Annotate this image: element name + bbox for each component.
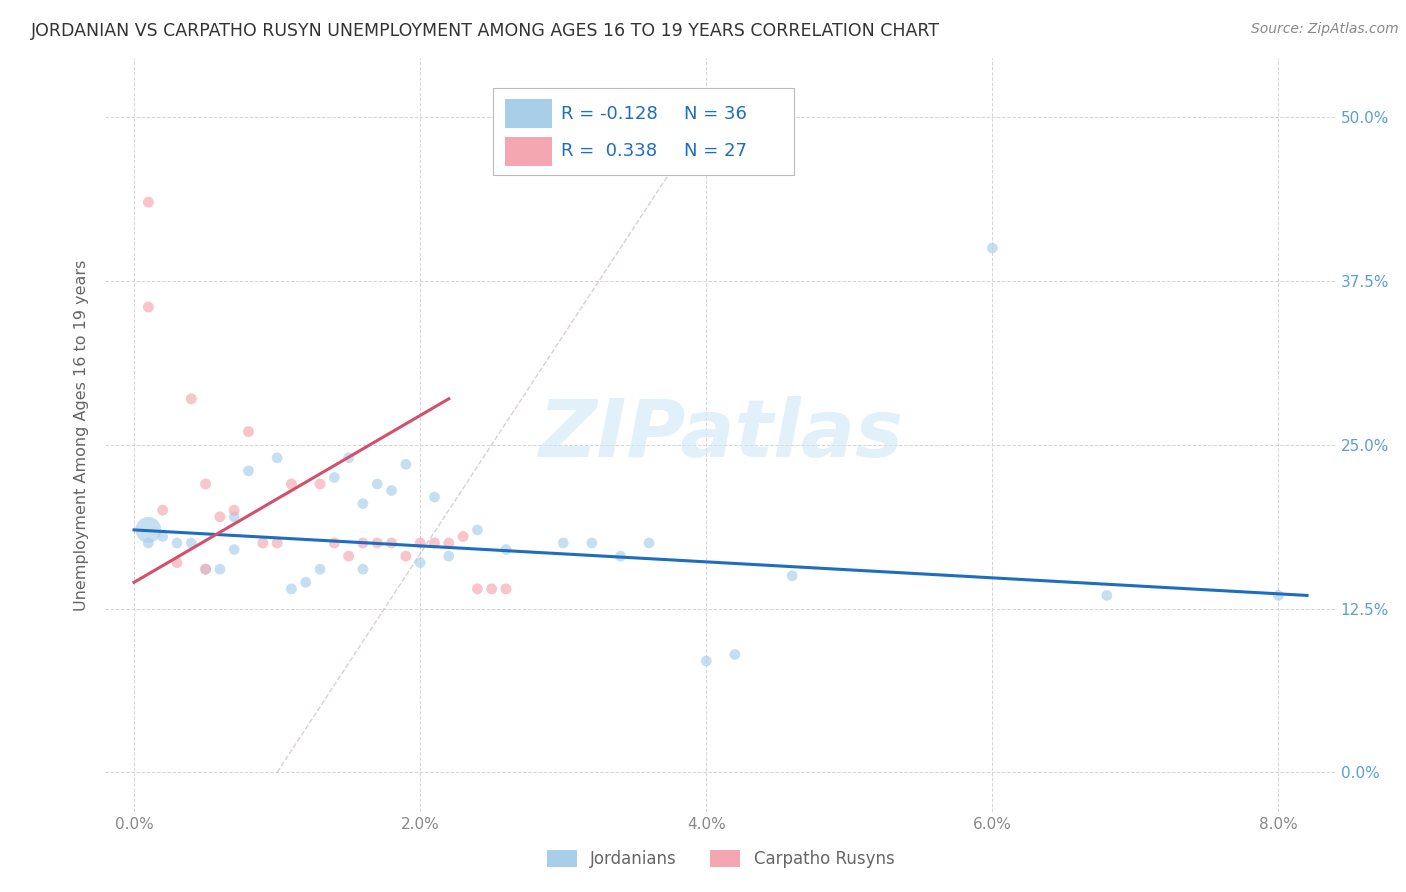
Point (352, 562, 374, 576)
Point (224, 542, 246, 557)
Point (1267, 589, 1289, 603)
Point (280, 582, 302, 596)
Point (638, 536, 661, 550)
Point (323, 470, 346, 484)
Point (366, 536, 388, 550)
Point (138, 300, 160, 314)
Text: N = 36: N = 36 (683, 104, 747, 123)
Point (380, 483, 402, 498)
Point (138, 536, 160, 550)
Point (352, 497, 374, 511)
Point (266, 536, 288, 550)
Point (138, 523, 160, 537)
Point (208, 562, 231, 576)
Text: ZIPatlas: ZIPatlas (538, 396, 903, 474)
Point (337, 450, 360, 465)
Point (437, 549, 460, 563)
Text: Source: ZipAtlas.com: Source: ZipAtlas.com (1251, 22, 1399, 37)
Point (451, 529, 474, 543)
Point (180, 392, 202, 406)
Point (481, 582, 503, 596)
FancyBboxPatch shape (494, 88, 794, 175)
Point (467, 582, 489, 596)
Text: JORDANIAN VS CARPATHO RUSYN UNEMPLOYMENT AMONG AGES 16 TO 19 YEARS CORRELATION C: JORDANIAN VS CARPATHO RUSYN UNEMPLOYMENT… (31, 22, 941, 40)
Point (266, 450, 288, 465)
Point (194, 562, 217, 576)
Point (724, 648, 747, 662)
Text: R = -0.128: R = -0.128 (561, 104, 658, 123)
Point (252, 536, 274, 550)
Point (366, 477, 388, 491)
FancyBboxPatch shape (505, 137, 553, 166)
Point (409, 536, 432, 550)
Point (495, 582, 517, 596)
Point (224, 509, 246, 524)
Point (166, 536, 188, 550)
Point (166, 556, 188, 570)
Point (380, 536, 402, 550)
Point (352, 536, 374, 550)
Point (423, 490, 446, 504)
Point (553, 536, 575, 550)
Point (208, 509, 231, 524)
Legend: Jordanians, Carpatho Rusyns: Jordanians, Carpatho Rusyns (540, 844, 901, 875)
Text: N = 27: N = 27 (683, 143, 747, 161)
Point (238, 425, 260, 439)
Point (1095, 589, 1118, 603)
Point (780, 568, 803, 582)
Point (609, 549, 631, 563)
Point (309, 562, 332, 576)
Point (395, 458, 418, 472)
Point (138, 195, 160, 210)
Point (194, 477, 217, 491)
Point (395, 549, 418, 563)
Point (280, 477, 302, 491)
Point (337, 549, 360, 563)
Point (309, 477, 332, 491)
Point (423, 536, 446, 550)
Point (238, 464, 260, 478)
Y-axis label: Unemployment Among Ages 16 to 19 years: Unemployment Among Ages 16 to 19 years (75, 260, 90, 610)
FancyBboxPatch shape (505, 99, 553, 128)
Point (467, 523, 489, 537)
Point (409, 556, 432, 570)
Point (695, 654, 717, 668)
Point (581, 536, 603, 550)
Point (194, 562, 217, 576)
Point (437, 536, 460, 550)
Point (224, 503, 246, 517)
Point (495, 542, 517, 557)
Point (323, 536, 346, 550)
Point (294, 575, 316, 590)
Point (152, 529, 174, 543)
Point (180, 536, 202, 550)
Point (152, 503, 174, 517)
Text: R =  0.338: R = 0.338 (561, 143, 657, 161)
Point (981, 241, 1004, 255)
